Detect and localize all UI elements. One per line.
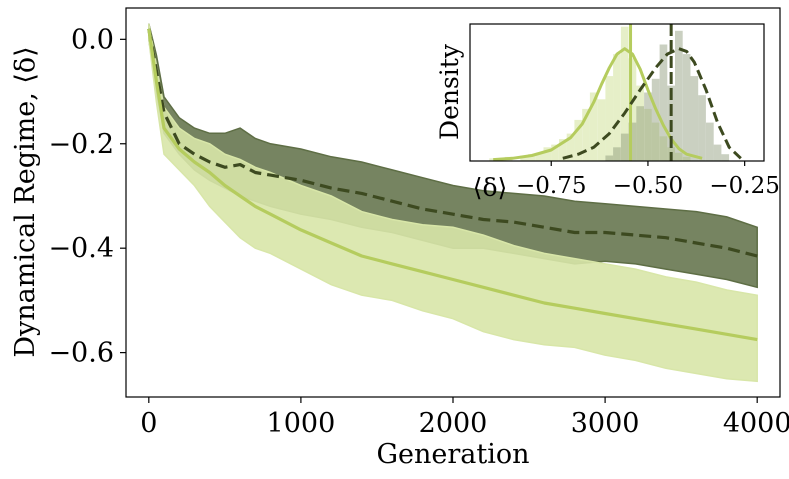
kde-dark bbox=[562, 47, 742, 160]
hist-bar-light bbox=[651, 122, 660, 161]
hist-bar-dark bbox=[682, 54, 691, 161]
hist-bar-dark bbox=[651, 78, 660, 161]
y-tick-label: −0.4 bbox=[48, 233, 114, 264]
hist-bar-light bbox=[520, 155, 528, 161]
x-tick-label: 1000 bbox=[267, 408, 336, 439]
hist-bar-dark bbox=[613, 147, 621, 161]
inset-frame bbox=[469, 23, 765, 162]
hist-bar-light bbox=[682, 156, 691, 161]
hist-bar-light bbox=[566, 133, 575, 161]
x-axis-ticks: 0 1000 2000 3000 4000 bbox=[140, 397, 789, 439]
hist-bar-light bbox=[589, 92, 598, 161]
y-tick-label: −0.2 bbox=[48, 129, 114, 160]
hist-bar-light bbox=[659, 136, 668, 161]
y-axis-label: Dynamical Regime, ⟨δ⟩ bbox=[10, 46, 41, 357]
hist-bar-dark bbox=[644, 92, 652, 161]
confidence-bands bbox=[148, 23, 758, 383]
inset-x-axis-label: ⟨δ⟩ bbox=[473, 173, 508, 202]
hist-bar-dark bbox=[605, 155, 614, 161]
x-axis-label: Generation bbox=[376, 439, 529, 470]
hist-bar-dark bbox=[713, 144, 722, 161]
hist-bar-light bbox=[528, 154, 536, 161]
hist-bar-light bbox=[613, 54, 621, 161]
inset-x-tick-label: −0.50 bbox=[613, 173, 683, 199]
x-tick-label: 4000 bbox=[723, 408, 789, 439]
line-light-solid bbox=[147, 28, 758, 342]
y-axis-ticks: 0.0 −0.2 −0.4 −0.6 bbox=[48, 24, 126, 369]
hist-bar-light bbox=[605, 76, 614, 161]
inset-x-tick-label: −0.25 bbox=[709, 173, 779, 199]
hist-bar-dark bbox=[628, 122, 637, 161]
x-tick-label: 0 bbox=[140, 408, 157, 439]
hist-bar-light bbox=[620, 26, 629, 161]
hist-bar-light bbox=[489, 158, 497, 161]
y-tick-label: 0.0 bbox=[71, 24, 114, 55]
hist-bar-dark bbox=[620, 133, 629, 161]
series-lines bbox=[147, 28, 758, 342]
hist-bar-dark bbox=[636, 106, 644, 161]
inset-x-axis-ticks: −0.75 −0.50 −0.25 bbox=[516, 161, 780, 199]
hist-bar-dark bbox=[675, 30, 683, 161]
line-dark-dashed bbox=[147, 28, 758, 258]
inset-background bbox=[470, 24, 764, 161]
main-plot: 0 1000 2000 3000 4000 0.0 −0.2 −0.4 −0.6 Genera… bbox=[10, 7, 789, 470]
inset-plot: −0.75 −0.50 −0.25 ⟨δ⟩ Density bbox=[435, 23, 780, 202]
y-tick-label: −0.6 bbox=[48, 338, 114, 369]
hist-bar-light bbox=[574, 119, 583, 161]
x-tick-label: 3000 bbox=[571, 408, 640, 439]
hist-bar-light bbox=[597, 99, 606, 161]
hist-bar-dark bbox=[690, 76, 699, 161]
x-tick-label: 2000 bbox=[419, 408, 488, 439]
hist-bar-dark bbox=[698, 95, 706, 161]
hist-bar-light bbox=[675, 152, 683, 161]
hist-bar-light bbox=[636, 85, 644, 161]
hist-bar-light bbox=[535, 152, 544, 161]
hist-bar-light bbox=[628, 58, 637, 161]
hist-bar-light bbox=[644, 108, 652, 161]
hist-bar-light bbox=[559, 139, 567, 161]
hist-bar-dark bbox=[721, 154, 730, 161]
hist-bar-light bbox=[543, 147, 552, 161]
inset-kde-lines bbox=[493, 24, 742, 161]
band-light-solid bbox=[148, 23, 758, 383]
hist-bar-dark bbox=[659, 44, 668, 161]
inset-x-tick-label: −0.75 bbox=[516, 173, 586, 199]
hist-bar-light bbox=[582, 108, 590, 161]
hist-bar-dark bbox=[706, 122, 714, 161]
hist-bar-light bbox=[551, 144, 559, 161]
inset-y-axis-label: Density bbox=[435, 43, 464, 140]
